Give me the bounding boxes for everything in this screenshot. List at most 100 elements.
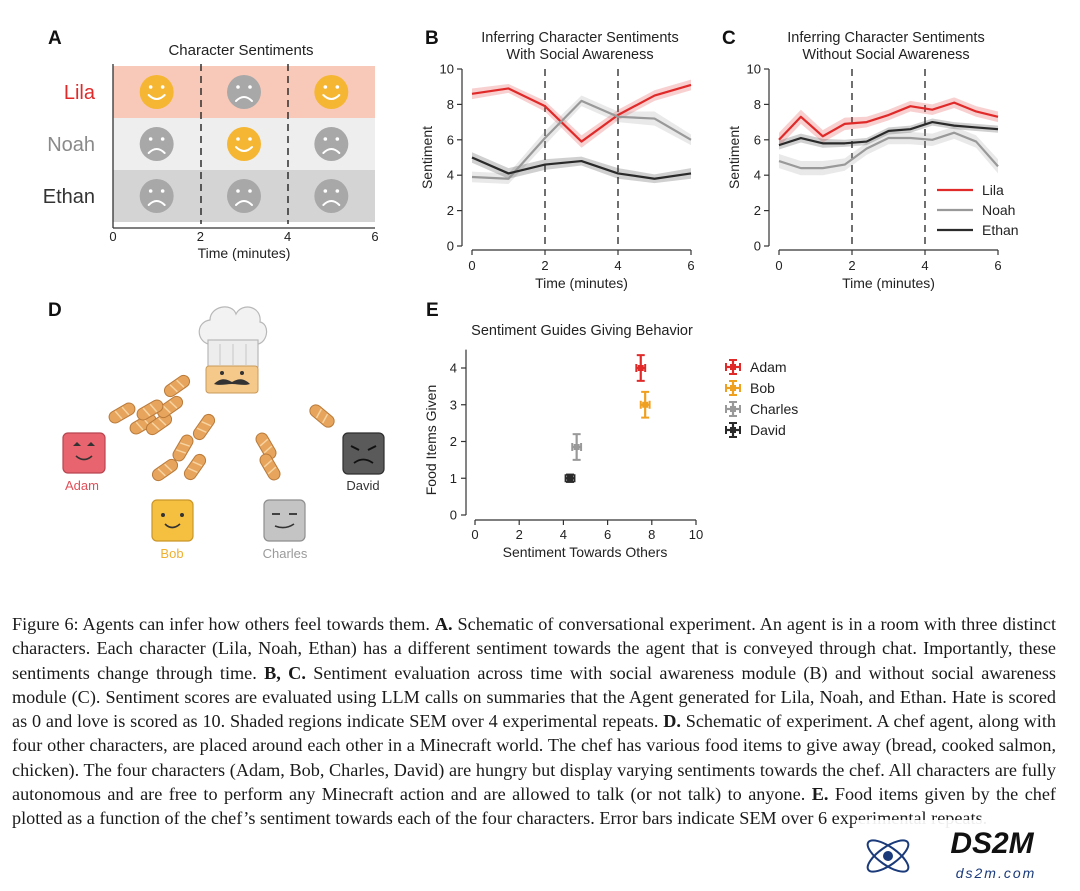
caption-intro: Figure 6: Agents can infer how others fe… [12, 614, 435, 634]
x-tick-label: 10 [689, 527, 703, 542]
row-label-noah: Noah [47, 134, 95, 156]
chart-c-ylabel: Sentiment [726, 126, 742, 189]
bread-icon [183, 453, 207, 481]
sem-band-lila [779, 97, 998, 147]
legend-marker-david [725, 422, 741, 438]
y-tick-label: 0 [754, 239, 761, 254]
y-tick-label: 0 [450, 508, 457, 523]
chart-b-title: Inferring Character Sentiments With Socia… [481, 30, 678, 63]
sad-face-icon [314, 127, 349, 161]
chart-e: Sentiment Guides Giving Behavior 0 1 2 3 4 0 2 4… [423, 323, 798, 560]
chart-e-title: Sentiment Guides Giving Behavior [471, 323, 693, 339]
bread-icon [309, 404, 335, 428]
point-charles [571, 433, 583, 461]
chart-b-ylabel: Sentiment [419, 126, 435, 189]
watermark-atom-icon [866, 839, 910, 873]
bread-icon [151, 458, 179, 482]
adam-icon [62, 432, 106, 474]
series-line-noah [778, 131, 999, 170]
y-tick-label: 2 [450, 434, 457, 449]
charles-label: Charles [263, 546, 308, 561]
x-tick-label: 8 [648, 527, 655, 542]
y-tick-label: 0 [447, 239, 454, 254]
x-tick-label: 4 [560, 527, 567, 542]
caption-bold-a: A. [434, 614, 453, 634]
caption-part-a: Schematic of conversational experiment. … [12, 614, 1056, 683]
david-icon [342, 432, 385, 475]
series-line-ethan [471, 156, 692, 180]
caption-bold-d: D. [663, 711, 681, 732]
watermark-logo-text: DS2M [950, 827, 1034, 860]
watermark-url-text: ds2m.com [956, 865, 1037, 881]
legend-marker-bob [725, 380, 741, 396]
panel-a-tick-label: 2 [197, 229, 204, 244]
point-bob [639, 390, 651, 419]
bread-icon [259, 453, 281, 481]
legend-label-david: David [750, 422, 786, 438]
bread-items [108, 374, 335, 482]
panel-a-rows: Lila Noah Ethan [43, 66, 375, 222]
figure-6: A Character Sentiments Lila Noah Ethan 0 2 4… [43, 28, 1019, 561]
y-tick-label: 2 [447, 203, 454, 218]
panel-a-title: Character Sentiments [168, 42, 313, 59]
x-tick-label: 6 [994, 258, 1001, 273]
bob-icon [151, 499, 194, 542]
y-tick-label: 8 [447, 97, 454, 112]
sad-face-icon [227, 179, 261, 213]
panel-letter-c: C [722, 28, 736, 49]
legend-label-charles: Charles [750, 401, 798, 417]
figure-caption: Figure 6: Agents can infer how others fe… [12, 612, 1056, 831]
chart-e-xlabel: Sentiment Towards Others [503, 544, 668, 560]
bread-icon [108, 402, 136, 424]
row-label-lila: Lila [64, 82, 96, 104]
x-tick-label: 4 [921, 258, 928, 273]
panel-letter-b: B [425, 28, 439, 49]
x-tick-label: 6 [687, 258, 694, 273]
caption-bold-bc: B, C. [264, 662, 306, 683]
chart-b-xlabel: Time (minutes) [535, 275, 628, 291]
caption-bold-e: E. [811, 784, 829, 805]
x-tick-label: 2 [516, 527, 523, 542]
panel-b: B Inferring Character Sentiments With Soc… [419, 28, 695, 291]
legend-label-adam: Adam [750, 359, 787, 375]
y-tick-label: 4 [754, 168, 761, 183]
panel-a-x-ticks: 0 2 4 6 [109, 229, 378, 244]
y-tick-label: 2 [754, 203, 761, 218]
y-tick-label: 4 [447, 168, 454, 183]
y-tick-label: 1 [450, 471, 457, 486]
watermark: DS2M ds2m.com [856, 820, 1074, 888]
bread-icon [145, 412, 173, 436]
bread-icon [163, 374, 191, 398]
point-david [564, 473, 576, 483]
legend-label-lila: Lila [982, 182, 1004, 198]
legend-label-bob: Bob [750, 380, 775, 396]
panel-a: A Character Sentiments Lila Noah Ethan 0 2 4… [43, 28, 379, 261]
panel-letter-e: E [426, 300, 439, 321]
x-tick-label: 0 [775, 258, 782, 273]
charles-icon [263, 499, 306, 542]
y-tick-label: 3 [450, 397, 457, 412]
happy-face-icon [139, 75, 174, 109]
happy-face-icon [314, 75, 349, 109]
x-tick-label: 0 [468, 258, 475, 273]
panel-e: E Sentiment Guides Giving Behavior 0 1 2 3 4 0… [423, 300, 798, 560]
y-tick-label: 6 [447, 132, 454, 147]
legend-marker-charles [725, 401, 741, 417]
sem-band-noah [779, 126, 998, 176]
sad-face-icon [227, 75, 261, 109]
legend-label-ethan: Ethan [982, 222, 1019, 238]
x-tick-label: 4 [614, 258, 621, 273]
bread-icon [192, 413, 216, 441]
david-label: David [346, 478, 379, 493]
sad-face-icon [139, 179, 174, 213]
legend-label-noah: Noah [982, 202, 1015, 218]
sem-band-ethan [779, 118, 998, 150]
happy-face-icon [227, 127, 261, 161]
chart-b: Inferring Character Sentiments With Socia… [419, 30, 695, 291]
x-tick-label: 0 [471, 527, 478, 542]
x-tick-label: 6 [604, 527, 611, 542]
bread-icon [255, 432, 277, 460]
chef-icon [198, 306, 268, 394]
y-tick-label: 6 [754, 132, 761, 147]
caption-part-bc: Sentiment evaluation across time with so… [12, 662, 1056, 732]
